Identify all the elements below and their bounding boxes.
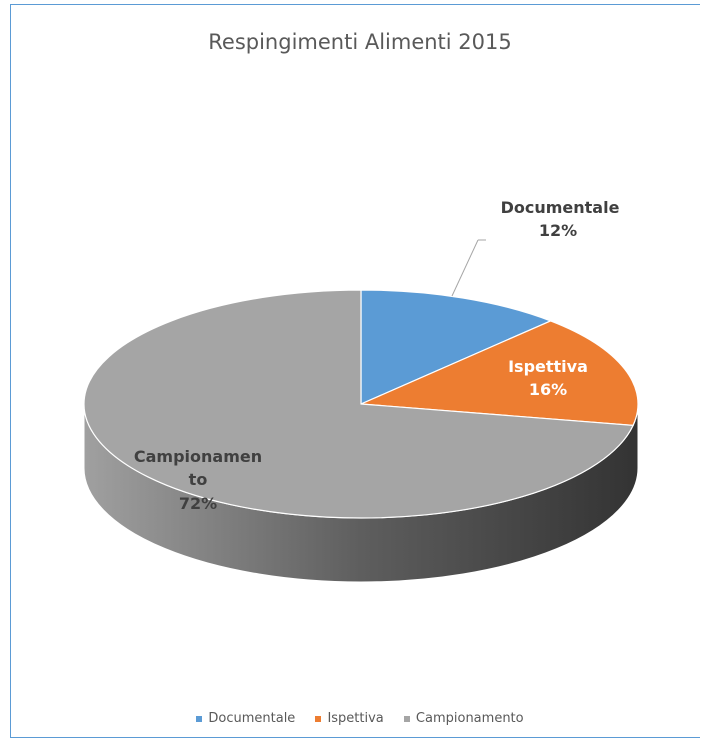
legend-swatch-documentale — [196, 715, 203, 722]
pie-slice-ispettiva — [360, 320, 639, 426]
pie-slice-documentale — [360, 289, 553, 405]
data-label-campionamento-line2: to — [189, 470, 208, 489]
legend-item-documentale: Documentale — [196, 711, 295, 726]
data-label-ispettiva-name: Ispettiva — [508, 357, 588, 376]
chart-title: Respingimenti Alimenti 2015 — [208, 30, 512, 54]
legend-swatch-ispettiva — [315, 715, 322, 722]
leader-line-documentale — [451, 239, 479, 297]
data-label-ispettiva-value: 16% — [529, 380, 567, 399]
data-label-campionamento-line1: Campionamen — [134, 447, 262, 466]
legend-item-ispettiva: Ispettiva — [315, 711, 384, 726]
legend-swatch-campionamento — [403, 715, 410, 722]
pie-slice-campionamento — [83, 289, 635, 519]
legend-label-documentale: Documentale — [208, 711, 296, 726]
data-label-campionamento-value: 72% — [179, 494, 217, 513]
data-label-documentale-name: Documentale — [501, 198, 620, 217]
legend: Documentale Ispettiva Campionamento — [0, 711, 702, 726]
data-label-documentale-value: 12% — [539, 221, 577, 240]
legend-label-ispettiva: Ispettiva — [327, 711, 384, 726]
legend-item-campionamento: Campionamento — [403, 711, 524, 726]
legend-label-campionamento: Campionamento — [415, 711, 524, 726]
